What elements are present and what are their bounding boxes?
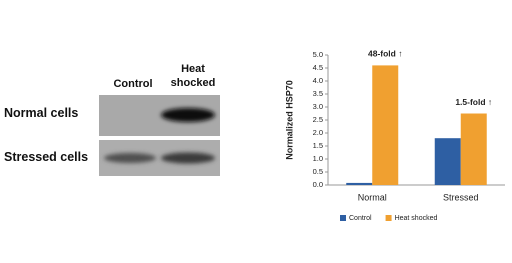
x-tick-label: Stressed — [443, 192, 479, 202]
annotation: 1.5-fold ↑ — [455, 97, 492, 107]
y-tick-label: 5.0 — [313, 50, 323, 59]
y-tick-label: 3.0 — [313, 102, 323, 111]
blot-band — [161, 108, 215, 122]
y-tick-label: 4.0 — [313, 76, 323, 85]
column-label: Control — [113, 78, 153, 90]
legend-swatch — [340, 215, 346, 221]
y-tick-label: 1.5 — [313, 141, 323, 150]
legend-swatch — [385, 215, 392, 221]
blot-image — [99, 95, 220, 176]
y-tick-label: 1.0 — [313, 154, 323, 163]
annotation: 48-fold ↑ — [368, 49, 402, 59]
legend-label: Control — [349, 215, 372, 222]
bar — [346, 182, 373, 185]
column-label: Heat shocked — [170, 63, 216, 89]
x-tick-label: Normal — [358, 192, 387, 202]
row-label: Normal cells — [4, 106, 79, 120]
y-tick-label: 2.5 — [313, 115, 323, 124]
bar — [372, 65, 399, 185]
bar — [434, 138, 461, 185]
y-axis-label: Normalized HSP70 — [284, 80, 294, 160]
bar — [460, 113, 487, 185]
y-tick-label: 0.5 — [313, 167, 323, 176]
legend-label: Heat shocked — [395, 215, 438, 222]
blot-band — [161, 152, 215, 164]
row-label: Stressed cells — [4, 150, 89, 164]
blot-band — [104, 153, 156, 163]
y-tick-label: 4.5 — [313, 63, 323, 72]
y-tick-label: 2.0 — [313, 128, 323, 137]
y-tick-label: 3.5 — [313, 89, 323, 98]
y-tick-label: 0.0 — [313, 180, 323, 189]
